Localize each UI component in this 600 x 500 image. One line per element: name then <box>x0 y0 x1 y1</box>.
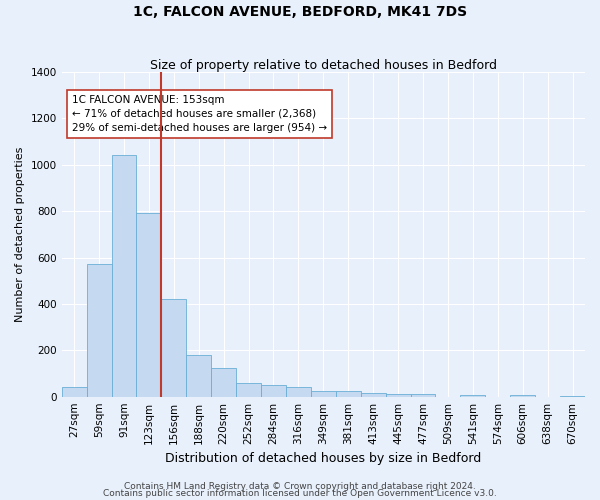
Text: 1C FALCON AVENUE: 153sqm
← 71% of detached houses are smaller (2,368)
29% of sem: 1C FALCON AVENUE: 153sqm ← 71% of detach… <box>72 94 327 132</box>
Bar <box>236 383 261 396</box>
Bar <box>186 354 211 397</box>
Text: Contains HM Land Registry data © Crown copyright and database right 2024.: Contains HM Land Registry data © Crown c… <box>124 482 476 491</box>
Text: Contains public sector information licensed under the Open Government Licence v3: Contains public sector information licen… <box>103 490 497 498</box>
Bar <box>211 368 236 396</box>
Text: 1C, FALCON AVENUE, BEDFORD, MK41 7DS: 1C, FALCON AVENUE, BEDFORD, MK41 7DS <box>133 5 467 19</box>
Bar <box>386 394 410 396</box>
Bar <box>460 395 485 396</box>
Bar <box>286 387 311 396</box>
X-axis label: Distribution of detached houses by size in Bedford: Distribution of detached houses by size … <box>165 452 481 465</box>
Bar <box>86 264 112 396</box>
Bar <box>161 300 186 396</box>
Bar <box>510 395 535 396</box>
Bar <box>361 392 386 396</box>
Bar <box>112 155 136 396</box>
Bar <box>311 391 336 396</box>
Bar <box>261 384 286 396</box>
Y-axis label: Number of detached properties: Number of detached properties <box>15 146 25 322</box>
Bar <box>336 392 361 396</box>
Bar <box>136 213 161 396</box>
Bar <box>410 394 436 396</box>
Bar <box>62 387 86 396</box>
Title: Size of property relative to detached houses in Bedford: Size of property relative to detached ho… <box>150 59 497 72</box>
